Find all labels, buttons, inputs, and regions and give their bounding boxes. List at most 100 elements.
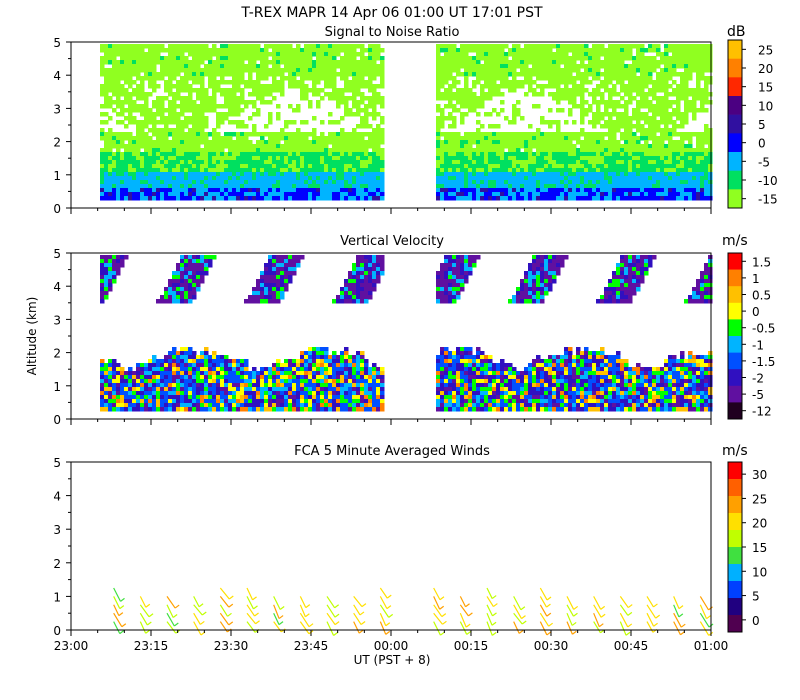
snr-cell bbox=[528, 84, 533, 89]
snr-cell bbox=[104, 56, 109, 61]
snr-cell bbox=[672, 68, 677, 73]
snr-cell bbox=[340, 72, 345, 77]
snr-cell bbox=[216, 148, 221, 153]
velocity-cell bbox=[100, 375, 105, 380]
velocity-cell bbox=[112, 255, 117, 260]
snr-cell bbox=[204, 176, 209, 181]
snr-cell bbox=[252, 52, 257, 57]
snr-cell bbox=[652, 160, 657, 165]
snr-cell bbox=[664, 124, 669, 129]
snr-cell bbox=[516, 48, 521, 53]
velocity-cell bbox=[104, 287, 109, 292]
snr-cell bbox=[668, 196, 673, 201]
snr-cell bbox=[492, 148, 497, 153]
snr-cell bbox=[504, 152, 509, 157]
snr-cell bbox=[556, 128, 561, 133]
snr-cell bbox=[256, 148, 261, 153]
snr-cell bbox=[252, 160, 257, 165]
snr-cell bbox=[564, 148, 569, 153]
snr-cell bbox=[244, 64, 249, 69]
snr-cell bbox=[444, 160, 449, 165]
velocity-cell bbox=[120, 371, 125, 376]
snr-cell bbox=[160, 96, 165, 101]
snr-cell bbox=[252, 100, 257, 105]
snr-cell bbox=[472, 68, 477, 73]
snr-cell bbox=[104, 160, 109, 165]
snr-cell bbox=[584, 52, 589, 57]
snr-cell bbox=[280, 192, 285, 197]
snr-cell bbox=[488, 68, 493, 73]
snr-cell bbox=[560, 152, 565, 157]
snr-cell bbox=[160, 180, 165, 185]
snr-cell bbox=[148, 84, 153, 89]
snr-cell bbox=[480, 56, 485, 61]
snr-cell bbox=[352, 64, 357, 69]
snr-cell bbox=[600, 92, 605, 97]
snr-cell bbox=[704, 76, 709, 81]
snr-cell bbox=[256, 80, 261, 85]
snr-cell bbox=[488, 136, 493, 141]
snr-cell bbox=[192, 184, 197, 189]
snr-cell bbox=[652, 64, 657, 69]
snr-cell bbox=[104, 136, 109, 141]
velocity-cell bbox=[120, 255, 125, 260]
snr-cell bbox=[232, 48, 237, 53]
snr-cell bbox=[600, 116, 605, 121]
snr-cell bbox=[236, 168, 241, 173]
velocity-cell bbox=[180, 371, 185, 376]
snr-cell bbox=[700, 184, 705, 189]
snr-cell bbox=[532, 80, 537, 85]
snr-cell bbox=[132, 56, 137, 61]
snr-cell bbox=[440, 124, 445, 129]
snr-cell bbox=[640, 192, 645, 197]
snr-cell bbox=[256, 108, 261, 113]
snr-cell bbox=[604, 132, 609, 137]
velocity-cell bbox=[100, 271, 105, 276]
snr-cell bbox=[232, 84, 237, 89]
snr-cell bbox=[664, 108, 669, 113]
snr-cell bbox=[304, 160, 309, 165]
snr-cell bbox=[200, 184, 205, 189]
snr-cell bbox=[584, 192, 589, 197]
snr-cell bbox=[160, 144, 165, 149]
snr-cell bbox=[452, 44, 457, 49]
velocity-cell bbox=[156, 367, 161, 372]
snr-cell bbox=[328, 52, 333, 57]
snr-cell bbox=[136, 148, 141, 153]
snr-cell bbox=[576, 140, 581, 145]
snr-cell bbox=[248, 80, 253, 85]
snr-cell bbox=[128, 144, 133, 149]
velocity-cell bbox=[184, 379, 189, 384]
snr-cell bbox=[608, 136, 613, 141]
snr-cell bbox=[664, 68, 669, 73]
snr-cell bbox=[572, 44, 577, 49]
snr-cell bbox=[332, 192, 337, 197]
snr-cell bbox=[528, 192, 533, 197]
snr-cell bbox=[304, 184, 309, 189]
snr-cell bbox=[128, 96, 133, 101]
snr-cell bbox=[592, 152, 597, 157]
snr-cell bbox=[292, 64, 297, 69]
snr-cell bbox=[300, 60, 305, 65]
snr-cell bbox=[268, 44, 273, 49]
snr-cell bbox=[664, 92, 669, 97]
snr-cell bbox=[256, 184, 261, 189]
snr-cell bbox=[244, 188, 249, 193]
snr-cell bbox=[112, 140, 117, 145]
snr-cell bbox=[252, 180, 257, 185]
snr-cell bbox=[188, 100, 193, 105]
snr-cell bbox=[628, 160, 633, 165]
snr-cell bbox=[604, 60, 609, 65]
snr-cell bbox=[496, 92, 501, 97]
snr-cell bbox=[512, 116, 517, 121]
snr-cell bbox=[136, 160, 141, 165]
snr-cell bbox=[616, 72, 621, 77]
snr-cell bbox=[140, 96, 145, 101]
snr-cell bbox=[616, 144, 621, 149]
snr-cell bbox=[552, 56, 557, 61]
snr-cell bbox=[108, 76, 113, 81]
snr-cell bbox=[620, 120, 625, 125]
snr-cell bbox=[624, 144, 629, 149]
velocity-cell bbox=[120, 399, 125, 404]
snr-cell bbox=[592, 184, 597, 189]
